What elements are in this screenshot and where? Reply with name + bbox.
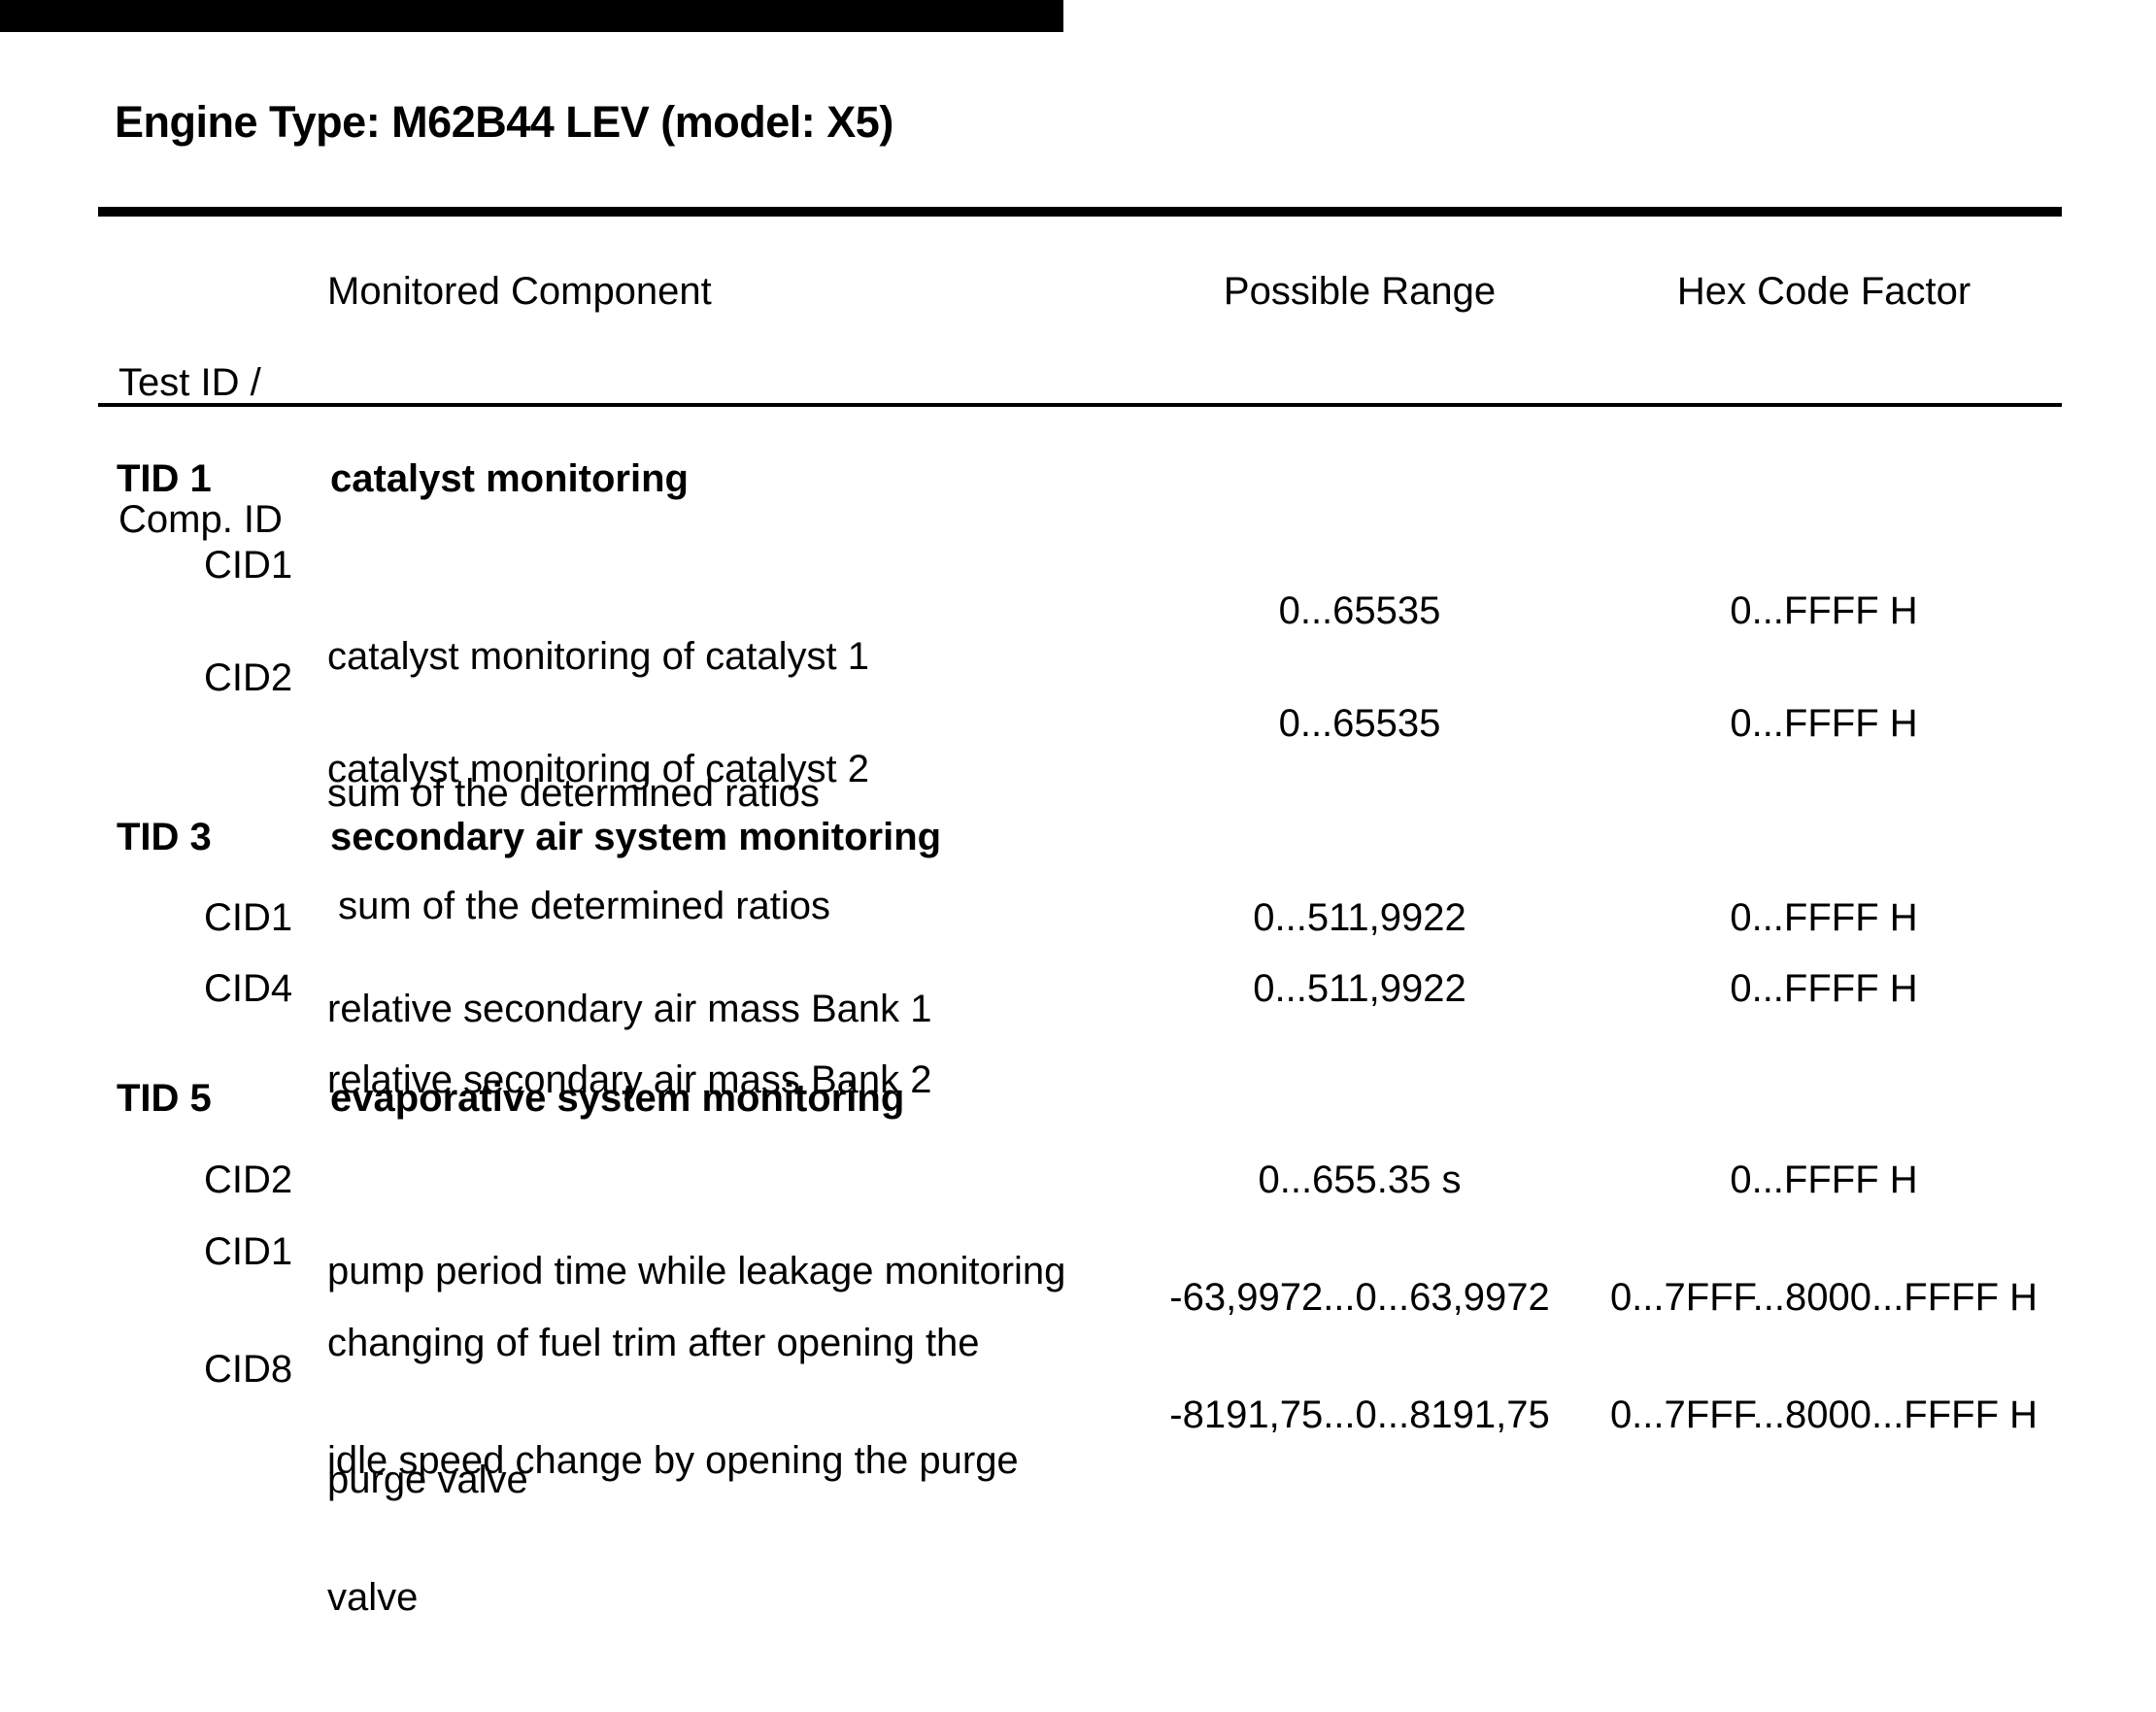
header-test-comp-id: Test ID / Comp. ID: [118, 269, 283, 634]
component-line: changing of fuel trim after opening the: [327, 1322, 980, 1364]
possible-range-value: 0...511,9922: [1253, 896, 1466, 939]
hex-code-value: 0...FFFF H: [1730, 967, 1918, 1010]
divider-thin: [98, 403, 2062, 407]
component-description: pump period time while leakage monitorin…: [327, 1158, 1065, 1386]
component-line: purge valve: [327, 1459, 528, 1501]
cid-label: CID2: [204, 656, 293, 699]
possible-range-value: 0...65535: [1278, 589, 1441, 632]
component-description: catalyst monitoring of catalyst 2 sum of…: [327, 655, 869, 1021]
tid-label: TID 1: [117, 457, 212, 500]
component-line: valve: [327, 1576, 419, 1619]
hex-code-value: 0...7FFF...8000...FFFF H: [1609, 1393, 2038, 1436]
tid-title: evaporative system monitoring: [330, 1077, 905, 1120]
hex-code-value: 0...FFFF H: [1730, 589, 1918, 632]
component-line: sum of the determined ratios: [327, 885, 831, 927]
component-line: idle speed change by opening the purge: [327, 1439, 1019, 1482]
component-line: relative secondary air mass Bank 2: [327, 1058, 932, 1101]
component-description: relative secondary air mass Bank 2: [327, 966, 932, 1194]
document-page: Engine Type: M62B44 LEV (model: X5) Test…: [0, 0, 2062, 1619]
possible-range-value: 0...511,9922: [1253, 967, 1466, 1010]
header-monitored-component: Monitored Component: [327, 270, 712, 313]
cid-label: CID8: [204, 1348, 293, 1391]
header-hex-code-factor: Hex Code Factor: [1676, 270, 1971, 313]
hex-code-value: 0...FFFF H: [1730, 702, 1918, 745]
possible-range-value: -8191,75...0...8191,75: [1169, 1393, 1550, 1436]
component-description: idle speed change by opening the purge v…: [327, 1347, 1019, 1712]
cid-label: CID1: [204, 896, 293, 939]
header-test-id-line: Test ID /: [118, 361, 261, 404]
component-line: pump period time while leakage monitorin…: [327, 1250, 1066, 1292]
tid-label: TID 5: [117, 1077, 212, 1120]
component-description: changing of fuel trim after opening the …: [327, 1229, 980, 1595]
component-line: catalyst monitoring of catalyst 1: [327, 635, 870, 678]
tid-title: catalyst monitoring: [330, 457, 689, 500]
component-line: catalyst monitoring of catalyst 2: [327, 748, 870, 790]
hex-code-value: 0...FFFF H: [1730, 896, 1918, 939]
component-description: relative secondary air mass Bank 1: [327, 895, 932, 1124]
header-comp-id-line: Comp. ID: [118, 498, 283, 541]
tid-title: secondary air system monitoring: [330, 816, 942, 858]
page-title: Engine Type: M62B44 LEV (model: X5): [115, 97, 893, 147]
tid-label: TID 3: [117, 816, 212, 858]
cid-label: CID1: [204, 1230, 293, 1273]
cid-label: CID1: [204, 544, 293, 587]
component-line: sum of the determined ratios: [327, 772, 820, 815]
cid-label: CID2: [204, 1158, 293, 1201]
scan-artifact-bar: [0, 0, 1063, 32]
possible-range-value: 0...655.35 s: [1258, 1158, 1462, 1201]
component-line: relative secondary air mass Bank 1: [327, 988, 932, 1030]
hex-code-value: 0...7FFF...8000...FFFF H: [1609, 1276, 2038, 1319]
possible-range-value: 0...65535: [1278, 702, 1441, 745]
cid-label: CID4: [204, 967, 293, 1010]
possible-range-value: -63,9972...0...63,9972: [1169, 1276, 1550, 1319]
component-description: catalyst monitoring of catalyst 1 sum of…: [327, 543, 869, 908]
hex-code-value: 0...FFFF H: [1730, 1158, 1918, 1201]
divider-thick: [98, 207, 2062, 217]
header-possible-range: Possible Range: [1223, 270, 1497, 313]
